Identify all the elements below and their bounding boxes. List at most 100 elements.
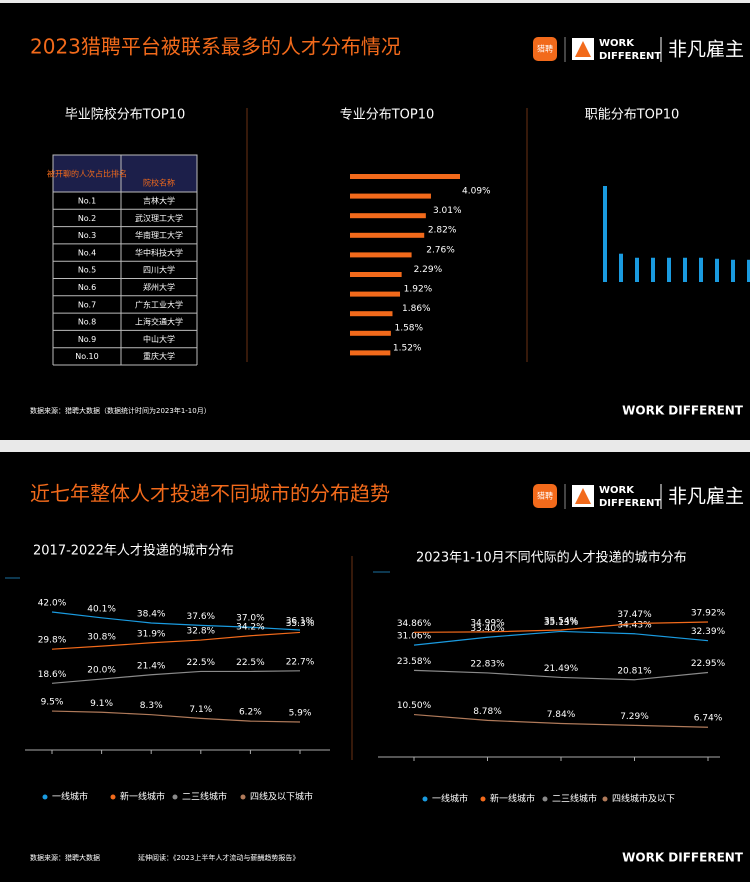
bar: [350, 350, 391, 356]
bar: [619, 253, 623, 282]
data-label: 35.54%: [544, 617, 579, 627]
chart-title: 2017-2022年人才投递的城市分布: [33, 543, 234, 559]
data-label: 22.95%: [691, 659, 726, 669]
bar: [603, 186, 607, 282]
table-cell: 上海交通大学: [135, 317, 183, 327]
reading-note: 延伸阅读：《2023上半年人才流动与薪酬趋势报告》: [138, 853, 299, 862]
wd-different: DIFFERENT: [599, 51, 661, 62]
table-cell: No.6: [78, 283, 96, 292]
logo-icon: [533, 37, 557, 61]
data-label: 20.0%: [87, 666, 116, 676]
legend-label: 四线及以下城市: [250, 791, 313, 803]
bar-label: 1.52%: [393, 343, 422, 353]
legend-label: 一线城市: [52, 791, 88, 803]
data-label: 37.0%: [236, 614, 265, 624]
data-label: 31.9%: [137, 629, 166, 639]
logo-group: 猎聘 WORK DIFFERENT 非凡雇主: [533, 37, 744, 62]
line-series: [51, 631, 301, 650]
data-label: 31.06%: [397, 632, 432, 642]
data-label: 30.8%: [87, 633, 116, 643]
wd-different: DIFFERENT: [599, 498, 661, 509]
slide-2: [0, 452, 750, 882]
bar: [651, 257, 655, 282]
data-label: 34.86%: [397, 619, 432, 629]
panel-title: 职能分布TOP10: [585, 108, 680, 123]
bar: [683, 257, 687, 282]
footer-brand: WORK DIFFERENT: [622, 851, 744, 865]
data-label: 37.47%: [617, 610, 652, 620]
table-header-text: 院校名称: [143, 178, 175, 188]
bar: [350, 291, 401, 297]
bar-label: 2.82%: [428, 226, 457, 236]
slide-title: 2023猎聘平台被联系最多的人才分布情况: [30, 35, 401, 59]
bar: [350, 330, 391, 336]
data-label: 6.74%: [694, 714, 723, 724]
wd-work: WORK: [599, 38, 635, 49]
bar: [747, 259, 750, 282]
data-label: 36.1%: [286, 616, 315, 626]
bar: [350, 213, 426, 219]
table-cell: 华中科技大学: [135, 247, 183, 257]
table-cell: No.3: [78, 231, 96, 240]
data-label: 20.81%: [617, 666, 652, 676]
bar-label: 2.29%: [414, 265, 443, 275]
line-series: [51, 611, 301, 631]
legend-label: 四线城市及以下: [612, 793, 675, 805]
bar: [350, 252, 412, 258]
legend-dot: [542, 796, 548, 802]
table-cell: 郑州大学: [143, 282, 175, 292]
table-cell: 重庆大学: [143, 351, 175, 361]
data-label: 32.39%: [691, 627, 726, 637]
data-label: 9.5%: [41, 698, 64, 708]
data-label: 34.2%: [236, 622, 265, 632]
bar: [350, 174, 460, 179]
line-series: [413, 630, 709, 646]
legend-label: 一线城市: [432, 793, 468, 805]
data-label: 42.0%: [38, 599, 67, 609]
data-label: 9.1%: [90, 699, 113, 709]
data-label: 35.13%: [544, 618, 579, 628]
table-header: [52, 154, 198, 193]
school-table: 被开聊的人次占比排名 院校名称 No.1 吉林大学 No.2 武汉理工大学 No.3 华南…: [47, 154, 198, 366]
table-cell: No.1: [78, 197, 96, 206]
bar: [350, 272, 402, 277]
major-chart: 4.09%3.01% 2.82% 2.76% 2.29% 1.92% 1.86% 1.58%…: [350, 174, 491, 356]
wd-triangle: [575, 41, 591, 57]
brand: 非凡雇主: [668, 486, 744, 508]
line-series: [413, 713, 709, 728]
bar-label: 3.01%: [433, 206, 462, 216]
data-label: 23.58%: [397, 657, 432, 667]
legend-dot: [480, 796, 486, 802]
line-series: [413, 621, 709, 633]
bar: [731, 259, 735, 282]
data-label: 5.9%: [289, 709, 312, 719]
bar-label: 1.92%: [404, 285, 433, 295]
table-cell: 中山大学: [143, 334, 175, 344]
bar-label: 1.86%: [402, 304, 431, 314]
data-label: 8.78%: [473, 707, 502, 717]
legend-label: 二三线城市: [552, 793, 597, 805]
data-label: 35.3%: [286, 619, 315, 629]
data-label: 7.29%: [620, 712, 649, 722]
source-note: 数据来源：猎聘大数据（数据统计时间为2023年1-10月）: [30, 406, 211, 415]
line-series: [413, 669, 709, 681]
data-label: 22.5%: [236, 658, 265, 668]
line-series: [51, 670, 301, 684]
table-cell: No.10: [75, 352, 98, 361]
data-label: 38.4%: [137, 609, 166, 619]
logo-group: 猎聘 WORK DIFFERENT 非凡雇主: [533, 484, 744, 509]
table-cell: 四川大学: [143, 265, 175, 275]
legend-dot: [172, 794, 178, 800]
bar: [635, 257, 639, 282]
legend-dot: [422, 796, 428, 802]
table-cell: 华南理工大学: [135, 230, 183, 240]
panel-title: 专业分布TOP10: [340, 108, 435, 123]
data-label: 7.1%: [189, 705, 212, 715]
bar-label: 1.58%: [394, 324, 423, 334]
data-label: 8.3%: [140, 701, 163, 711]
data-label: 18.6%: [38, 670, 67, 680]
footer-brand: WORK DIFFERENT: [622, 404, 744, 418]
wd-triangle: [575, 488, 591, 504]
logo-icon: [533, 484, 557, 508]
